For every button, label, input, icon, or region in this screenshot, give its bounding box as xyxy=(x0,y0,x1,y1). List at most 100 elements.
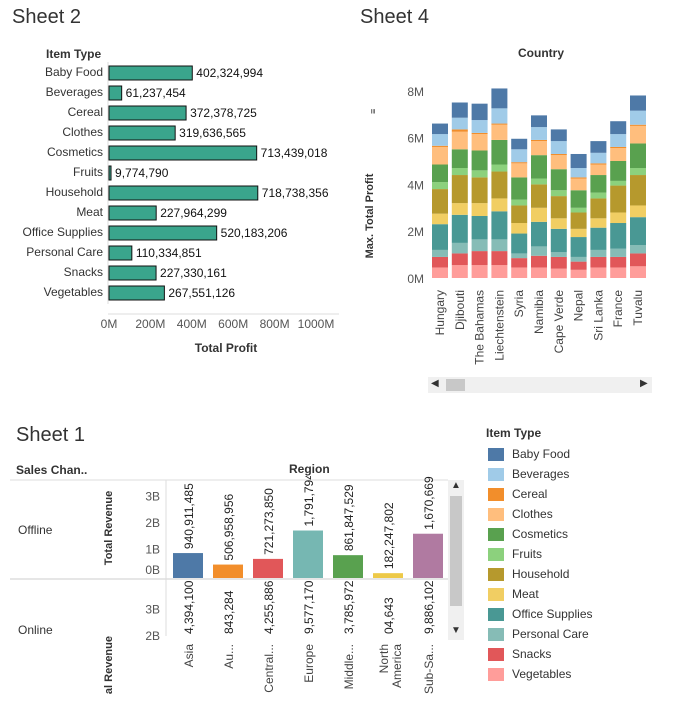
legend-item[interactable]: Household xyxy=(488,564,569,584)
sheet2-category-label: Clothes xyxy=(62,125,103,139)
sheet2-value-label: 267,551,126 xyxy=(168,286,235,300)
legend-swatch xyxy=(488,567,504,581)
legend-label: Office Supplies xyxy=(512,607,593,621)
sheet2-x-tick-label: 0M xyxy=(101,317,118,331)
sheet1-scrollbar[interactable]: ▲ ▼ xyxy=(448,480,464,640)
sheet4-bar-segment xyxy=(471,170,488,178)
legend-label: Baby Food xyxy=(512,447,571,461)
sheet2-x-axis-title: Total Profit xyxy=(195,341,257,355)
legend-swatch xyxy=(488,487,504,501)
scroll-down-icon[interactable]: ▼ xyxy=(451,625,461,636)
sheet4-bar-segment xyxy=(630,110,646,125)
sheet4-column-header: Country xyxy=(518,46,564,60)
legend-item[interactable]: Beverages xyxy=(488,464,569,484)
legend-item[interactable]: Fruits xyxy=(488,544,542,564)
sheet4-bar-segment xyxy=(471,177,488,204)
legend-item[interactable]: Office Supplies xyxy=(488,604,593,624)
sheet2-x-tick-label: 800M xyxy=(260,317,290,331)
sheet4-bar-segment xyxy=(531,178,547,185)
sheet4-bar-segment xyxy=(451,149,468,169)
legend-label: Clothes xyxy=(512,507,553,521)
sheet2-value-label: 520,183,206 xyxy=(221,226,288,240)
sheet4-bar-segment xyxy=(630,125,646,144)
legend-swatch xyxy=(488,547,504,561)
sheet4-bar-segment xyxy=(511,199,528,206)
scroll-right-icon[interactable]: ▶ xyxy=(640,378,648,389)
legend-item[interactable]: Snacks xyxy=(488,644,551,664)
sheet4-bar-segment xyxy=(491,124,508,140)
sheet1-value-label-offline: 940,911,485 xyxy=(182,483,196,549)
sheet4-bar-segment xyxy=(531,139,547,142)
sheet4-y-tick-label: 2M xyxy=(407,225,424,239)
sheet4-bar-segment xyxy=(531,267,547,278)
sheet1-bar-offline xyxy=(293,530,323,578)
sheet4-bar-segment xyxy=(550,196,567,219)
legend-item[interactable]: Clothes xyxy=(488,504,553,524)
sheet2-value-label: 227,964,299 xyxy=(160,206,227,220)
sheet2-bar xyxy=(108,105,187,121)
sheet1-value-label-online: 9,886,102 xyxy=(422,580,436,634)
sheet4-bar-segment xyxy=(511,138,528,150)
legend-item[interactable]: Personal Care xyxy=(488,624,589,644)
legend-item[interactable]: Meat xyxy=(488,584,539,604)
sheet2-bar xyxy=(108,165,112,181)
sheet4-bar-segment xyxy=(451,117,468,130)
sheet4-bar-segment xyxy=(550,155,567,170)
sheet4-bar-segment xyxy=(491,198,508,212)
sheet4-bar-segment xyxy=(531,255,547,268)
scroll-left-icon[interactable]: ◀ xyxy=(431,378,439,389)
sheet2-category-label: Fruits xyxy=(73,165,103,179)
sheet2-x-tick-label: 200M xyxy=(135,317,165,331)
legend-item[interactable]: Baby Food xyxy=(488,444,570,464)
sheet2-chart: Baby Food 402,324,994 Beverages 61,237,454 C… xyxy=(23,62,339,355)
sheet2-value-label: 61,237,454 xyxy=(126,86,186,100)
sheet4-bar-segment xyxy=(471,203,488,216)
sheet4-bar-segment xyxy=(570,168,587,178)
sheet2-value-label: 372,378,725 xyxy=(190,106,257,120)
sheet4-bar-segment xyxy=(491,265,508,278)
sheet4-bar-segment xyxy=(511,149,528,163)
sheet1-bar-offline xyxy=(213,564,243,578)
sheet2-value-label: 718,738,356 xyxy=(262,186,329,200)
legend-swatch xyxy=(488,587,504,601)
sheet4-bar-segment xyxy=(550,129,567,142)
scroll-up-icon[interactable]: ▲ xyxy=(451,480,461,491)
sheet4-bar-segment xyxy=(432,189,448,214)
sheet2-category-label: Office Supplies xyxy=(23,225,104,239)
sheet1-category-label: Middle... xyxy=(342,644,356,689)
sheet4-bar-segment xyxy=(491,108,508,124)
sheet4-bar-segment xyxy=(451,242,468,254)
sheet4-bar-segment xyxy=(531,246,547,256)
legend-item[interactable]: Cosmetics xyxy=(488,524,568,544)
legend-item[interactable]: Cereal xyxy=(488,484,547,504)
sheet4-bar-segment xyxy=(570,207,587,213)
legend-item[interactable]: Vegetables xyxy=(488,664,571,684)
sheet4-bar-segment xyxy=(471,215,488,240)
sheet2-bar xyxy=(108,145,258,161)
sheet2-bar xyxy=(108,85,123,101)
sheet2-value-label: 9,774,790 xyxy=(115,166,169,180)
sheet4-bar-segment xyxy=(471,150,488,171)
sheet4-bar-segment xyxy=(491,251,508,266)
sheet1-category-label: Asia xyxy=(182,644,196,668)
sheet4-bar-segment xyxy=(630,175,646,206)
sheet1-value-label-offline: 506,958,956 xyxy=(222,494,236,561)
legend-label: Meat xyxy=(512,587,539,601)
sheet4-bar-segment xyxy=(451,253,468,266)
sheet4-bar-segment xyxy=(531,127,547,140)
sheet4-bar-segment xyxy=(550,268,567,278)
sheet4-bar-segment xyxy=(432,145,448,147)
sheet1-chart: Offline Online Total Revenue al Revenue 0B 1B… xyxy=(10,476,448,694)
sheet4-scrollbar[interactable]: ◀ ▶ xyxy=(428,377,652,393)
sheet1-category-label: North xyxy=(377,644,391,673)
scroll-thumb[interactable] xyxy=(446,379,465,391)
sheet1-y-axis-title-offline: Total Revenue xyxy=(103,491,115,565)
sheet4-y-axis-title: Max. Total Profit xyxy=(364,173,376,258)
sheet4-bar-segment xyxy=(491,88,508,109)
sort-icon: ≡ xyxy=(368,109,378,114)
sheet2-bar xyxy=(108,185,259,201)
scroll-thumb-vertical[interactable] xyxy=(450,496,462,606)
sheet4-bar-segment xyxy=(451,168,468,176)
sheet2-category-label: Cosmetics xyxy=(47,145,103,159)
sheet4-y-tick-label: 6M xyxy=(407,132,424,146)
